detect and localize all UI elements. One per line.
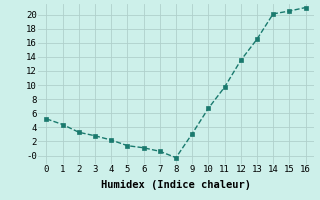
X-axis label: Humidex (Indice chaleur): Humidex (Indice chaleur) bbox=[101, 180, 251, 190]
